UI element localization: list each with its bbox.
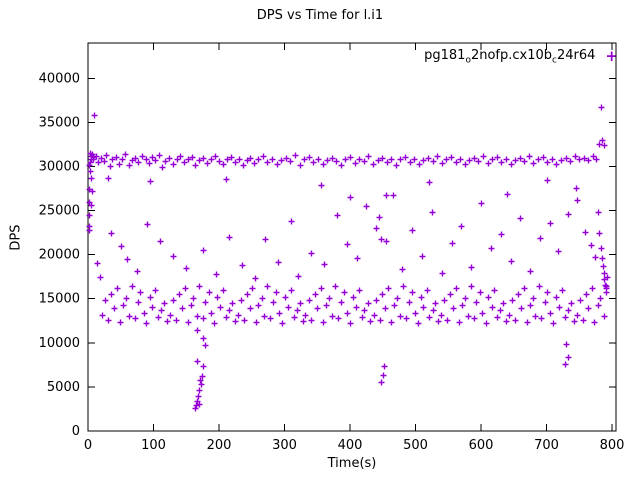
- x-tick-label: 600: [469, 438, 494, 453]
- scatter-points: [86, 104, 611, 412]
- x-tick-label: 800: [600, 438, 625, 453]
- x-tick-label: 400: [338, 438, 363, 453]
- x-tick-label: 700: [534, 438, 559, 453]
- y-tick-label: 0: [72, 424, 80, 439]
- legend: pg181o2nofp.cx10bc24r64 +: [424, 48, 618, 66]
- y-tick-label: 25000: [39, 204, 80, 219]
- y-tick-label: 5000: [47, 380, 80, 395]
- chart-title: DPS vs Time for l.i1: [256, 8, 384, 23]
- y-tick-label: 40000: [39, 71, 80, 86]
- x-axis-label: Time(s): [327, 456, 377, 471]
- legend-plus-marker-icon: +: [605, 47, 618, 66]
- y-tick-label: 10000: [39, 336, 80, 351]
- y-tick-label: 20000: [39, 248, 80, 263]
- x-tick-label: 0: [84, 438, 92, 453]
- y-tick-label: 15000: [39, 292, 80, 307]
- x-tick-label: 300: [272, 438, 297, 453]
- x-tick-label: 500: [403, 438, 428, 453]
- x-tick-label: 200: [207, 438, 232, 453]
- plot-border: [87, 42, 617, 432]
- legend-series-label: pg181o2nofp.cx10bc24r64: [424, 48, 596, 66]
- x-tick-label: 100: [141, 438, 166, 453]
- y-tick-label: 30000: [39, 159, 80, 174]
- y-axis-label: DPS: [8, 224, 24, 251]
- y-tick-label: 35000: [39, 115, 80, 130]
